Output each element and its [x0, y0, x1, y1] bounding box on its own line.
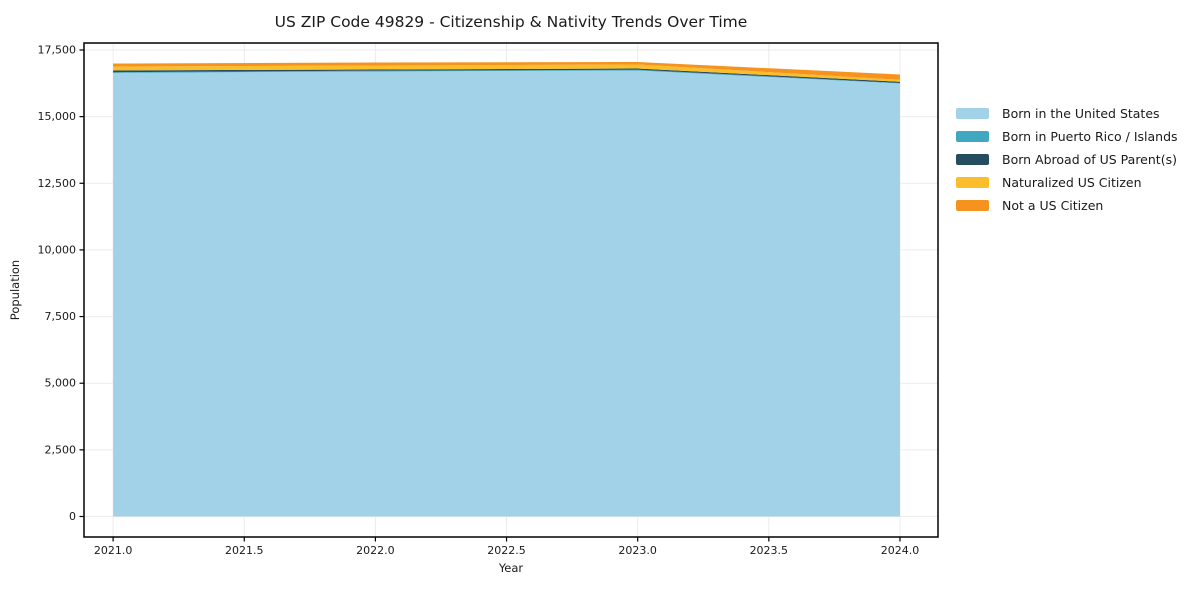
x-tick-label: 2022.5: [487, 544, 526, 557]
x-tick-label: 2021.0: [94, 544, 133, 557]
legend-swatch: [956, 131, 989, 142]
area-series-0: [113, 70, 900, 517]
y-tick-label: 2,500: [45, 443, 77, 456]
x-tick-label: 2021.5: [225, 544, 264, 557]
area-series-1: [113, 69, 900, 84]
legend-label: Naturalized US Citizen: [1002, 175, 1142, 190]
legend-label: Born Abroad of US Parent(s): [1002, 152, 1177, 167]
x-tick-label: 2022.0: [356, 544, 395, 557]
legend: Born in the United States Born in Puerto …: [956, 106, 1178, 213]
legend-swatch: [956, 154, 989, 165]
plot-frame: [83, 42, 939, 538]
chart-title: US ZIP Code 49829 - Citizenship & Nativi…: [275, 13, 748, 31]
legend-swatch: [956, 108, 989, 119]
legend-item: Born Abroad of US Parent(s): [956, 152, 1178, 167]
x-axis-label: Year: [498, 561, 524, 575]
y-tick-label: 7,500: [45, 310, 77, 323]
legend-item: Born in the United States: [956, 106, 1178, 121]
legend-item: Born in Puerto Rico / Islands: [956, 129, 1178, 144]
y-tick-label: 12,500: [38, 177, 77, 190]
legend-swatch: [956, 177, 989, 188]
area-series-3: [113, 64, 900, 82]
y-axis-label: Population: [8, 260, 22, 320]
y-tick-label: 10,000: [38, 243, 77, 256]
plot-border: [83, 42, 939, 538]
y-tick-label: 0: [69, 510, 76, 523]
x-tick-label: 2023.0: [618, 544, 657, 557]
y-tick-label: 17,500: [38, 43, 77, 56]
legend-swatch: [956, 200, 989, 211]
y-tick-label: 15,000: [38, 110, 77, 123]
area-series-4: [113, 61, 900, 80]
axis-ticks: 2021.0 2021.5 2022.0 2022.5 2023.0 2023.5 2024…: [38, 43, 920, 557]
area-series-2: [113, 68, 900, 83]
legend-item: Naturalized US Citizen: [956, 175, 1178, 190]
x-tick-label: 2024.0: [881, 544, 920, 557]
legend-label: Not a US Citizen: [1002, 198, 1104, 213]
legend-item: Not a US Citizen: [956, 198, 1178, 213]
y-tick-label: 5,000: [45, 377, 77, 390]
x-tick-label: 2023.5: [750, 544, 789, 557]
area-series: [113, 61, 900, 517]
legend-label: Born in Puerto Rico / Islands: [1002, 129, 1178, 144]
legend-label: Born in the United States: [1002, 106, 1160, 121]
